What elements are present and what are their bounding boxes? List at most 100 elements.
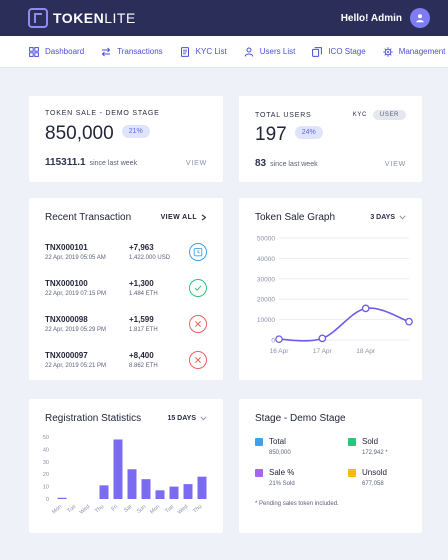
registration-range-select[interactable]: 15 DAYS	[167, 415, 207, 422]
main-nav: Dashboard Transactions KYC List Users Li…	[0, 36, 448, 68]
token-sale-value: 850,000	[45, 123, 114, 144]
transaction-value: 1.817 ETH	[129, 327, 158, 333]
y-tick-label: 0	[46, 497, 49, 503]
transaction-value: 1,422.000 USD	[129, 255, 171, 261]
bar	[183, 484, 193, 499]
card-title: Recent Transaction	[45, 212, 132, 223]
stage-label: Unsold	[362, 468, 387, 477]
total-users-card: TOTAL USERS KYC USER 197 24% 83 since las…	[239, 96, 422, 182]
stage-label: Total	[269, 437, 286, 446]
y-tick-label: 30000	[257, 276, 275, 283]
token-sale-graph-card: Token Sale Graph 3 DAYS 50000 40000 30000 2…	[239, 198, 422, 380]
brand-logo[interactable]: TOKENLITE	[28, 8, 136, 28]
nav-item-ico-stage[interactable]: ICO Stage	[312, 46, 366, 57]
y-tick-label: 30	[43, 460, 49, 466]
transaction-amount: +7,963	[129, 243, 154, 252]
token-sale-card: TOKEN SALE - DEMO STAGE 850,000 21% 11531…	[29, 96, 223, 182]
nav-item-dashboard[interactable]: Dashboard	[29, 46, 84, 57]
series-line	[278, 307, 410, 342]
list-item[interactable]: TNX000097 22 Apr, 2019 05:21 PM +8,400 8…	[45, 342, 207, 378]
square-icon	[348, 438, 356, 446]
weekly-value: 83	[255, 158, 267, 169]
user-menu[interactable]: Hello! Admin	[341, 8, 430, 28]
range-label: 3 DAYS	[370, 214, 395, 221]
nav-label: Management	[398, 47, 446, 56]
nav-item-kyc-list[interactable]: KYC List	[180, 46, 227, 57]
y-tick-label: 50000	[257, 236, 275, 243]
user-greeting: Hello! Admin	[340, 12, 402, 24]
registration-statistics-card: Registration Statistics 15 DAYS 50 40 30 20…	[29, 399, 223, 533]
weekly-caption: since last week	[89, 160, 138, 167]
y-tick-label: 10	[43, 485, 49, 491]
bar	[141, 479, 151, 499]
x-tick-label: Thu	[192, 504, 203, 515]
nav-item-transactions[interactable]: Transactions	[101, 47, 163, 57]
bar	[155, 490, 165, 499]
view-link[interactable]: VIEW	[384, 161, 406, 168]
pending-status-icon[interactable]	[189, 243, 207, 261]
data-point	[275, 335, 283, 344]
y-tick-label: 40000	[257, 256, 275, 263]
stage-stats: Total 850,000 Sold 172,942 * Sale % 21% …	[255, 437, 406, 487]
user-filter[interactable]: USER	[372, 110, 406, 120]
clock-icon	[193, 248, 203, 257]
graph-range-select[interactable]: 3 DAYS	[370, 214, 406, 221]
y-tick-label: 10000	[257, 317, 275, 324]
x-tick-label: Sat	[123, 504, 134, 514]
list-item[interactable]: TNX000101 22 Apr, 2019 05:05 AM +7,963 1…	[45, 234, 207, 270]
card-title: Stage - Demo Stage	[255, 413, 346, 424]
close-icon	[195, 357, 201, 363]
stage-label: Sale %	[269, 468, 295, 477]
canceled-status-icon[interactable]	[189, 315, 207, 333]
x-tick-label: 16 Apr	[270, 348, 290, 355]
canceled-status-icon[interactable]	[189, 351, 207, 369]
transaction-id: TNX000097	[45, 351, 88, 360]
ico-stage-icon	[312, 46, 323, 57]
y-tick-label: 50	[43, 435, 49, 441]
nav-item-users-list[interactable]: Users List	[244, 47, 295, 57]
square-icon	[255, 469, 263, 477]
transaction-amount: +8,400	[129, 351, 154, 360]
y-tick-label: 40	[43, 447, 49, 453]
x-tick-label: Tue	[164, 504, 175, 515]
avatar[interactable]	[410, 8, 430, 28]
x-tick-label: 18 Apr	[356, 348, 376, 355]
transaction-id: TNX000100	[45, 279, 88, 288]
bar	[197, 476, 207, 499]
card-title: Registration Statistics	[45, 413, 142, 424]
view-all-link[interactable]: VIEW ALL	[161, 214, 207, 221]
stage-total: Total 850,000	[255, 437, 348, 456]
y-tick-label: 0	[271, 338, 275, 345]
total-users-value: 197	[255, 124, 287, 145]
x-tick-label: Mon	[51, 504, 63, 515]
stage-sold: Sold 172,942 *	[348, 437, 418, 456]
list-item[interactable]: TNX000100 22 Apr, 2019 07:15 PM +1,300 1…	[45, 270, 207, 306]
kyc-filter[interactable]: KYC	[352, 112, 367, 118]
nav-label: Transactions	[117, 47, 163, 56]
range-label: 15 DAYS	[167, 415, 196, 422]
user-icon	[416, 14, 424, 23]
x-tick-label: Mon	[149, 504, 161, 515]
x-tick-label: Fri	[111, 504, 120, 513]
brand-name-bold: TOKEN	[53, 10, 105, 26]
x-tick-label: Thu	[94, 504, 105, 515]
square-icon	[348, 469, 356, 477]
approved-status-icon[interactable]	[189, 279, 207, 297]
chevron-down-icon	[399, 215, 406, 220]
list-item[interactable]: TNX000098 22 Apr, 2019 05:29 PM +1,599 1…	[45, 306, 207, 342]
bar	[169, 486, 179, 499]
nav-item-management[interactable]: Management	[383, 46, 448, 57]
transaction-date: 22 Apr, 2019 05:29 PM	[45, 327, 107, 333]
stage-sale-percent: Sale % 21% Sold	[255, 468, 348, 487]
x-tick-label: Wed	[79, 504, 91, 516]
transaction-amount: +1,300	[129, 279, 154, 288]
gear-icon	[383, 46, 393, 57]
card-title: Token Sale Graph	[255, 212, 336, 223]
dashboard-icon	[29, 46, 39, 57]
top-bar: TOKENLITE Hello! Admin	[0, 0, 448, 36]
transaction-amount: +1,599	[129, 315, 154, 324]
x-tick-label: Sun	[136, 504, 147, 515]
view-link[interactable]: VIEW	[185, 160, 207, 167]
bar	[57, 497, 67, 499]
